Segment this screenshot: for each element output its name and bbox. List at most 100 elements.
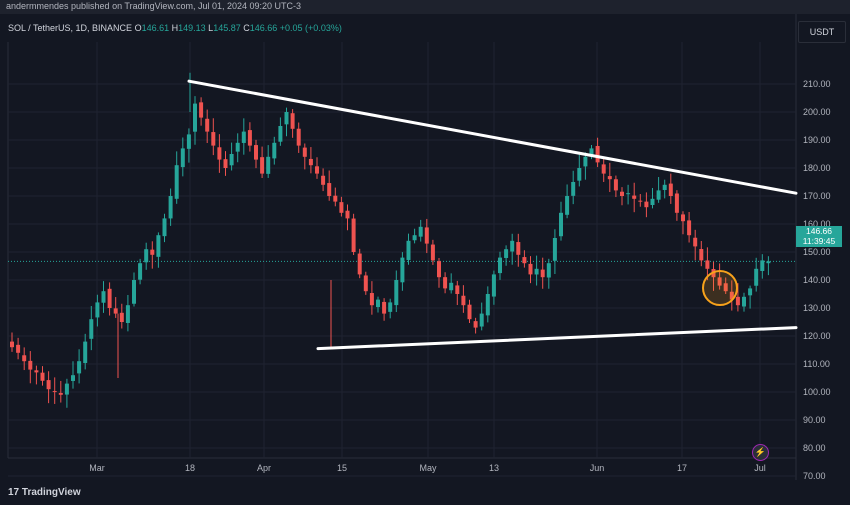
y-tick-label: 200.00 [803,107,831,117]
candle-body [534,268,539,275]
candle-body [168,196,173,219]
candle-body [351,218,356,252]
bar-countdown: 11:39:45 [802,236,836,246]
candle-body [89,319,94,339]
candle-body [559,212,563,237]
low-value: 145.87 [213,23,241,33]
candle-body [498,257,502,274]
candle-body [247,130,252,146]
candle-body [760,260,765,272]
candle-body [455,285,460,294]
candle-body [272,142,277,159]
candle-body [339,202,344,213]
candle-body [71,375,75,381]
candle-body [28,360,33,370]
candle-body [132,280,136,304]
candle-body [321,175,326,185]
candle-body [266,156,271,174]
candle-body [345,210,350,219]
candle-body [119,312,124,322]
candle-body [644,201,649,208]
candle-body [552,238,557,261]
x-tick-label: Mar [89,463,105,473]
candle-body [656,190,661,200]
candles [10,72,771,408]
candle-body [180,148,185,168]
y-tick-label: 180.00 [803,163,831,173]
currency-button[interactable]: USDT [798,21,846,43]
candle-body [632,195,637,199]
y-tick-label: 130.00 [803,303,831,313]
lightning-bolt-icon[interactable]: ⚡ [752,444,769,461]
candle-body [205,118,210,132]
candle-body [296,128,301,146]
candle-body [601,164,606,174]
y-tick-label: 190.00 [803,135,831,145]
x-tick-label: 17 [677,463,687,473]
candle-body [376,299,380,308]
open-value: 146.61 [141,23,170,33]
candle-body [125,305,130,323]
candle-body [571,182,576,196]
candle-body [449,282,454,291]
candle-body [485,294,490,316]
candle-body [613,179,618,191]
candle-body [315,166,319,174]
candle-body [766,261,771,264]
candle-body [64,383,69,395]
candle-body [95,302,100,318]
candle-body [583,156,588,167]
candle-body [589,148,594,156]
last-price-value: 146.66 [806,226,832,236]
x-axis: Mar 18 Apr 15 May 13 Jun 17 Jul [89,463,766,473]
candle-body [107,288,112,308]
candle-body [16,344,21,353]
candle-body [10,341,14,348]
candle-body [607,176,612,180]
candle-body [424,227,429,244]
candle-body [284,112,289,125]
candle-body [302,147,307,157]
candle-body [388,302,393,312]
x-tick-label: 13 [489,463,499,473]
y-tick-label: 150.00 [803,247,831,257]
candle-body [742,296,746,307]
candle-body [101,291,106,303]
y-tick-label: 170.00 [803,191,831,201]
candle-body [394,280,399,306]
candle-body [461,295,466,306]
candle-body [748,288,753,296]
candle-body [260,157,265,174]
candle-body [620,191,624,196]
candle-body [595,146,600,163]
candle-body [430,244,435,261]
trendline [187,79,798,195]
candle-body [723,283,728,292]
last-price-label: 146.66 11:39:45 [796,226,842,247]
candle-body [382,301,387,314]
candle-body [241,131,246,143]
candle-body [290,113,295,129]
support-highlight-circle [702,270,738,306]
tradingview-logo-icon: 17 TradingView [8,487,81,498]
candle-body [327,183,332,196]
candle-body [144,249,149,263]
candle-body [162,218,167,237]
candle-body [22,355,27,362]
candle-body [546,263,551,278]
candle-body [705,260,710,269]
candle-body [418,226,423,237]
candle-body [52,391,57,393]
candle-body [156,235,161,257]
candle-body [662,184,667,190]
candle-body [668,183,673,196]
candle-body [565,196,570,215]
candle-body [150,249,155,255]
candle-body [674,193,679,213]
x-tick-label: Apr [257,463,271,473]
candle-body [400,257,405,283]
y-tick-label: 210.00 [803,79,831,89]
symbol-name[interactable]: SOL / TetherUS, 1D, BINANCE [8,23,133,33]
candle-body [217,147,222,160]
